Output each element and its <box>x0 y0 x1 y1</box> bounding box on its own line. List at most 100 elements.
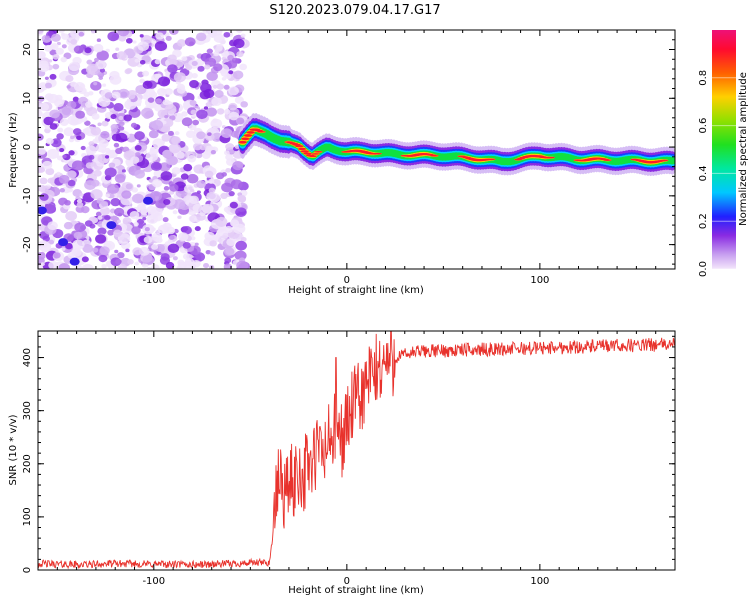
noise-blob <box>157 76 171 87</box>
noise-blob <box>88 141 95 147</box>
noise-blob <box>139 78 145 84</box>
noise-blob <box>225 167 231 173</box>
noise-blob <box>116 51 127 60</box>
noise-blob <box>228 148 235 154</box>
snr-xtick-label: 0 <box>344 576 350 587</box>
noise-blob <box>232 160 244 171</box>
snr-xtick-label: 100 <box>530 576 549 587</box>
noise-blob <box>48 116 55 123</box>
noise-blob <box>159 162 171 172</box>
noise-blob <box>84 220 93 227</box>
noise-blob <box>58 30 66 33</box>
ridge-cell <box>300 150 309 153</box>
snr-ytick-label: 0 <box>22 567 33 573</box>
noise-blob <box>166 226 176 235</box>
noise-blob <box>144 264 149 268</box>
noise-blob <box>149 190 163 202</box>
spectrogram-xtick-label: 100 <box>530 275 549 286</box>
noise-blob <box>177 39 187 47</box>
noise-blob <box>235 207 247 218</box>
noise-blob <box>111 91 121 99</box>
noise-blob <box>150 264 160 269</box>
noise-blob <box>90 81 102 91</box>
noise-blob <box>190 236 196 241</box>
noise-blob <box>172 199 186 210</box>
noise-blob <box>133 222 139 227</box>
noise-blob <box>240 101 249 108</box>
noise-blob <box>84 180 96 190</box>
noise-blob <box>221 172 227 177</box>
noise-blob <box>125 183 133 190</box>
noise-blob <box>90 30 96 34</box>
noise-blob <box>53 252 61 259</box>
noise-blob <box>206 191 217 201</box>
spectrogram-frame <box>37 29 676 270</box>
noise-blob <box>223 247 235 256</box>
noise-blob <box>63 127 75 137</box>
noise-blob <box>196 180 206 189</box>
noise-blob <box>209 32 216 39</box>
noise-blob <box>108 162 116 169</box>
noise-blob <box>74 222 86 233</box>
noise-blob <box>111 133 121 142</box>
noise-blob <box>61 105 74 116</box>
noise-blob <box>85 162 94 169</box>
noise-blob <box>162 118 174 128</box>
noise-blob <box>58 174 70 184</box>
colorbar-gradient <box>712 30 736 269</box>
noise-blob <box>238 195 247 203</box>
noise-blob <box>226 238 236 247</box>
noise-blob <box>220 128 233 139</box>
noise-blob <box>55 47 64 55</box>
noise-blob <box>44 44 53 52</box>
noise-blob <box>134 169 146 179</box>
noise-blob <box>150 146 155 151</box>
noise-blob <box>88 154 95 160</box>
noise-blob <box>93 169 102 177</box>
noise-blob <box>59 147 65 153</box>
noise-blob <box>151 179 163 188</box>
ridge-cell <box>487 158 496 161</box>
noise-blob <box>192 203 203 213</box>
noise-blob <box>191 73 198 79</box>
noise-blob <box>166 155 178 166</box>
noise-blob <box>181 56 188 62</box>
noise-blob <box>68 61 80 72</box>
noise-blob <box>54 98 65 108</box>
noise-blob <box>225 143 235 151</box>
ridge-cell <box>295 145 304 148</box>
noise-blob <box>64 199 71 206</box>
noise-blob <box>114 173 126 183</box>
noise-blob <box>59 188 66 193</box>
noise-blob <box>233 223 246 234</box>
noise-blob <box>151 232 162 242</box>
noise-blob <box>223 31 231 38</box>
noise-blob <box>224 73 232 80</box>
noise-blob <box>136 203 146 211</box>
noise-blob <box>145 151 159 162</box>
noise-blob <box>97 96 111 107</box>
noise-blob <box>97 227 107 236</box>
noise-blob <box>221 182 233 193</box>
spectrogram-xtick-label: -100 <box>142 275 165 286</box>
noise-blob <box>101 120 109 127</box>
figure-title: S120.2023.079.04.17.G17 <box>269 3 440 18</box>
noise-blob <box>167 130 174 136</box>
noise-blob <box>196 190 201 194</box>
noise-blob <box>214 90 224 98</box>
noise-blob <box>125 67 133 74</box>
noise-blob <box>107 229 115 236</box>
noise-blob <box>117 88 130 99</box>
noise-blob <box>172 256 178 261</box>
noise-blob <box>213 51 220 57</box>
noise-blob <box>240 33 246 38</box>
noise-blob <box>205 101 213 108</box>
ridge-cell <box>238 140 247 144</box>
noise-blob <box>105 193 111 198</box>
noise-blob <box>100 130 110 139</box>
noise-blob <box>56 155 63 161</box>
spectrogram-ridge <box>238 113 675 177</box>
noise-blob <box>83 91 90 97</box>
noise-blob <box>75 205 85 213</box>
noise-blob <box>165 35 172 41</box>
